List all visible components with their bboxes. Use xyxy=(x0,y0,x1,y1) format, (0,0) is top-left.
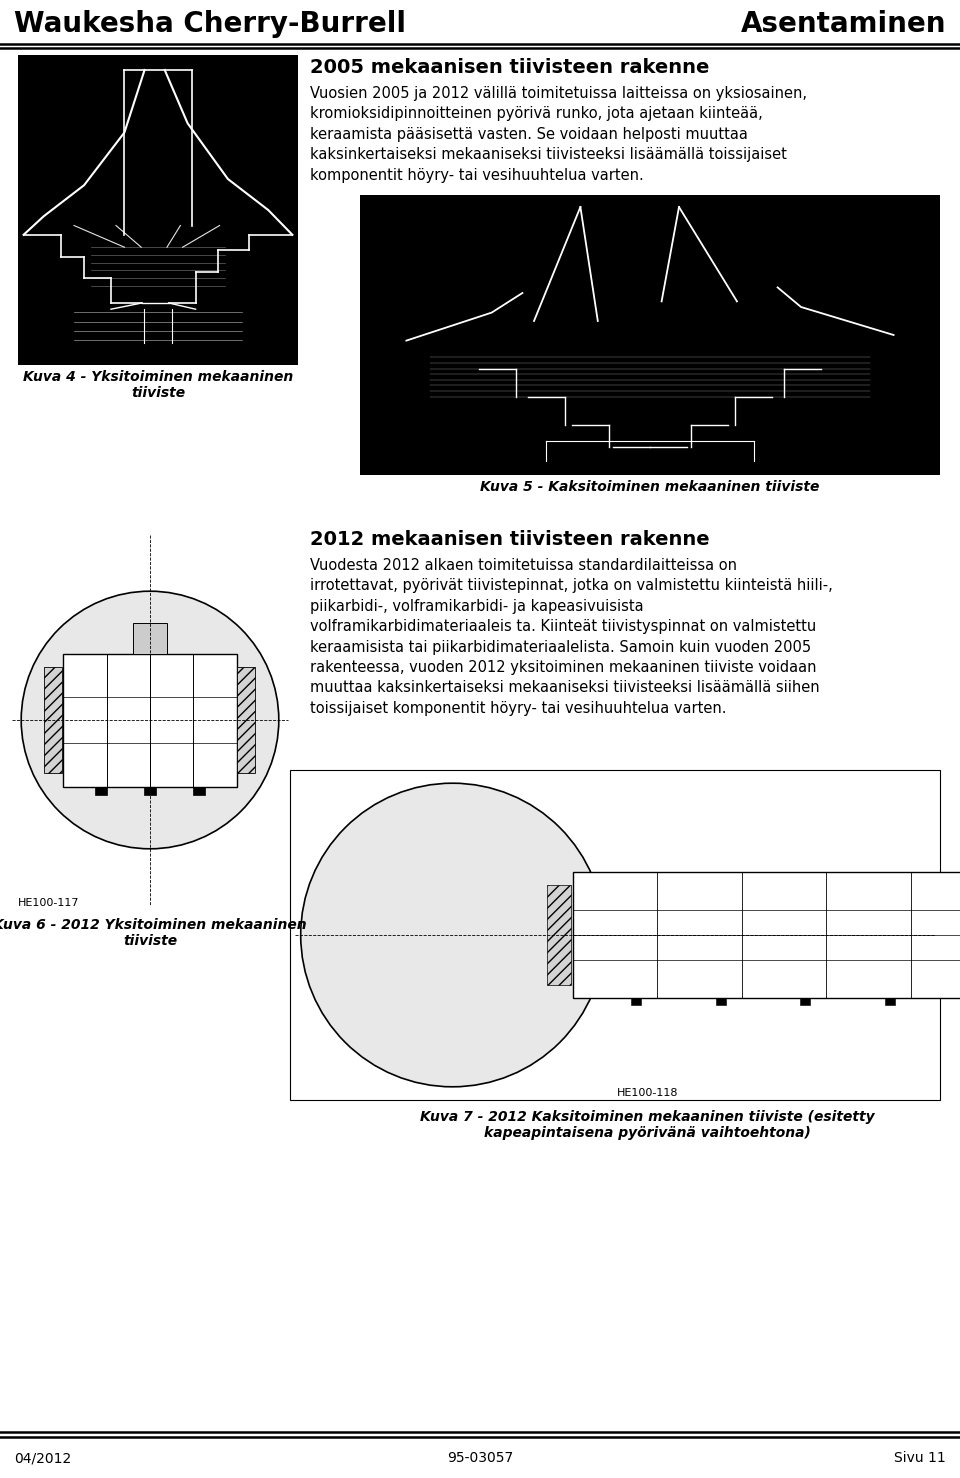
Bar xyxy=(237,667,255,773)
Bar xyxy=(631,998,641,1005)
Bar xyxy=(715,998,726,1005)
Bar xyxy=(132,624,167,653)
Bar xyxy=(144,786,156,795)
Text: Kuva 4 - Yksitoiminen mekaaninen
tiiviste: Kuva 4 - Yksitoiminen mekaaninen tiivist… xyxy=(23,370,293,401)
Bar xyxy=(360,195,940,474)
Text: Kuva 5 - Kaksitoiminen mekaaninen tiiviste: Kuva 5 - Kaksitoiminen mekaaninen tiivis… xyxy=(480,480,820,494)
Text: 2012 mekaanisen tiivisteen rakenne: 2012 mekaanisen tiivisteen rakenne xyxy=(310,531,709,548)
Bar xyxy=(63,653,237,786)
Bar xyxy=(547,885,571,986)
Bar xyxy=(573,872,960,998)
Text: Kuva 7 - 2012 Kaksitoiminen mekaaninen tiiviste (esitetty
kapeapintaisena pyöriv: Kuva 7 - 2012 Kaksitoiminen mekaaninen t… xyxy=(420,1110,875,1140)
Text: Vuosien 2005 ja 2012 välillä toimitetuissa laitteissa on yksiosainen,
kromioksid: Vuosien 2005 ja 2012 välillä toimitetuis… xyxy=(310,86,807,183)
Text: Waukesha Cherry-Burrell: Waukesha Cherry-Burrell xyxy=(14,10,406,38)
Circle shape xyxy=(300,783,604,1086)
Bar xyxy=(800,998,810,1005)
Text: 95-03057: 95-03057 xyxy=(446,1451,514,1465)
Text: HE100-117: HE100-117 xyxy=(18,899,80,907)
Circle shape xyxy=(21,591,278,848)
Text: Asentaminen: Asentaminen xyxy=(740,10,946,38)
Bar xyxy=(95,786,108,795)
Bar xyxy=(18,55,298,365)
Text: 2005 mekaanisen tiivisteen rakenne: 2005 mekaanisen tiivisteen rakenne xyxy=(310,58,709,77)
Bar xyxy=(290,770,940,1100)
Text: HE100-118: HE100-118 xyxy=(616,1088,679,1098)
Text: Kuva 6 - 2012 Yksitoiminen mekaaninen
tiiviste: Kuva 6 - 2012 Yksitoiminen mekaaninen ti… xyxy=(0,918,307,949)
Text: 04/2012: 04/2012 xyxy=(14,1451,71,1465)
Bar xyxy=(43,667,61,773)
Bar xyxy=(884,998,895,1005)
Text: Sivu 11: Sivu 11 xyxy=(895,1451,946,1465)
Bar xyxy=(193,786,204,795)
Text: Vuodesta 2012 alkaen toimitetuissa standardilaitteissa on
irrotettavat, pyörivät: Vuodesta 2012 alkaen toimitetuissa stand… xyxy=(310,559,832,715)
